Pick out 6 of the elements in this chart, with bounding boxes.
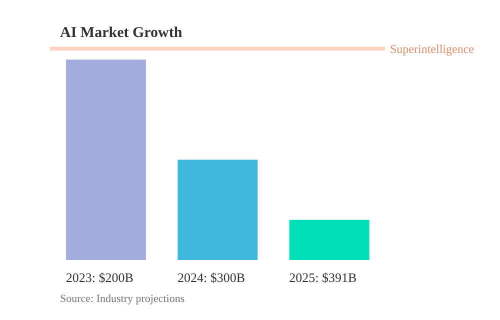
x-tick-label: 2025: $391B [289, 270, 358, 285]
ref-line-label: Superintelligence [390, 42, 474, 56]
x-tick-label: 2023: $200B [66, 270, 134, 285]
x-tick-label: 2024: $300B [178, 270, 246, 285]
chart-title: AI Market Growth [60, 25, 182, 42]
source-note: Source: Industry projections [60, 293, 185, 305]
